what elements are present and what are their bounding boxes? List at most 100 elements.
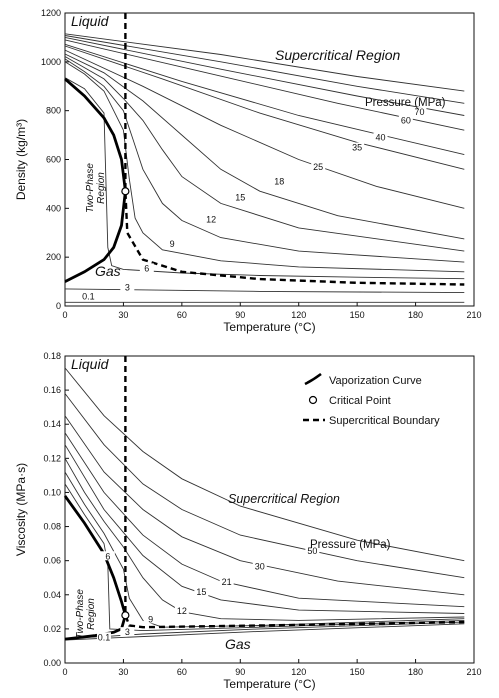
isobar-label-bg [350,142,365,152]
isobar-label-bg [81,291,96,301]
isobar-label-bg [139,263,154,273]
y-tick-label: 0.12 [43,453,61,463]
y-tick-label: 0 [56,301,61,311]
isobar-label: 9 [170,239,175,249]
x-axis-label: Temperature (°C) [223,320,315,334]
supercritical-region-label: Supercritical Region [228,492,340,506]
x-tick-label: 90 [235,310,245,320]
isobar-line [64,432,465,608]
isobar-line [64,56,465,252]
x-tick-label: 60 [177,667,187,677]
isobar-label-bg [412,107,427,117]
y-tick-label: 800 [46,106,61,116]
x-tick-label: 210 [466,667,481,677]
legend-critical-point-swatch [308,395,318,405]
isobar-label: 50 [307,546,317,556]
isobar-label-bg [311,162,326,172]
isobar-label: 25 [313,162,323,172]
critical-point [121,611,130,620]
x-tick-label: 90 [235,667,245,677]
supercritical-boundary [124,13,465,286]
two-phase-text: Two-Phase [75,589,86,639]
y-tick-label: 0.00 [43,658,61,668]
isobar-label: 70 [414,107,424,117]
isobar-label: 21 [222,577,232,587]
y-tick-label: 0.16 [43,385,61,395]
isobar-line [64,58,465,263]
two-phase-label: Two-Phase Region [75,589,97,639]
pressure-title: Pressure (MPa) [310,539,391,551]
isobar-label-bg [165,238,180,248]
x-tick-label: 180 [408,310,423,320]
liquid-label: Liquid [71,13,110,29]
y-tick-label: 0.08 [43,522,61,532]
isobar-line [64,36,465,116]
y-tick-label: 1200 [41,8,61,18]
chart-panel-1: 0 30 60 90 120 150 180 210 0 200 400 600 800 1000 1200… [14,8,482,334]
two-phase-text: Region [86,598,97,630]
y-tick-label: 0.02 [43,624,61,634]
isobar-label-bg [120,282,135,292]
y-axis-label: Viscosity (MPa·s) [14,463,28,556]
y-axis-label: Density (kg/m³) [14,119,28,200]
isobar-label: 15 [196,587,206,597]
isobar-label-bg [194,587,209,597]
legend-supercritical-label: Supercritical Boundary [329,415,440,427]
isobar-label: 6 [105,551,110,561]
y-tick-label: 1000 [41,57,61,67]
isobar-line [64,45,465,170]
isobar-label-bg [96,632,111,642]
x-tick-label: 0 [62,667,67,677]
y-tick-label: 0.10 [43,487,61,497]
pressure-title: Pressure (MPa) [365,97,446,109]
isobar-label: 15 [235,193,245,203]
x-tick-label: 30 [118,310,128,320]
isobar-label: 12 [206,215,216,225]
isobar-line [64,623,465,641]
isobar-label: 18 [274,177,284,187]
x-tick-label: 150 [350,310,365,320]
isobar-label-bg [373,132,388,142]
x-tick-label: 0 [62,310,67,320]
isobar-line [64,415,465,596]
isobar-label-bg [174,605,189,615]
isobar-label: 3 [125,282,130,292]
y-tick-label: 400 [46,203,61,213]
isobar-label: 30 [255,561,265,571]
isobar-line [64,393,465,579]
isobar-label-bg [143,614,158,624]
isobar-label-bg [120,627,135,637]
isobar-label-bg [100,551,115,561]
legend: Vaporization Curve Critical Point Supercri… [303,372,440,427]
isobar-line [64,53,465,240]
critical-point [121,187,130,196]
isobar-label: 3 [125,627,130,637]
isobar-line [64,444,465,614]
x-tick-label: 120 [291,310,306,320]
gas-label: Gas [95,263,121,279]
two-phase-text: Two-Phase [85,163,96,213]
isobar-line [64,471,465,628]
isobar-label: 12 [177,606,187,616]
isobar-line [64,49,465,209]
two-phase-label: Two-Phase Region [85,163,107,213]
legend-vaporization-swatch [304,372,322,386]
isobar-label: 60 [401,116,411,126]
isobar-line [64,33,465,92]
isobar-label: 0.1 [98,632,111,642]
y-tick-label: 600 [46,155,61,165]
liquid-label: Liquid [71,356,110,372]
supercritical-boundary [124,356,465,629]
isobar-label-bg [204,214,219,224]
x-tick-label: 30 [118,667,128,677]
x-tick-label: 180 [408,667,423,677]
isobar-label: 35 [352,143,362,153]
supercritical-region-label: Supercritical Region [275,47,400,63]
isobar-line [64,458,465,621]
gas-label: Gas [225,636,251,652]
isobar-label-bg [233,192,248,202]
x-tick-label: 60 [177,310,187,320]
isobar-line [64,77,465,280]
isobar-label-bg [252,561,267,571]
